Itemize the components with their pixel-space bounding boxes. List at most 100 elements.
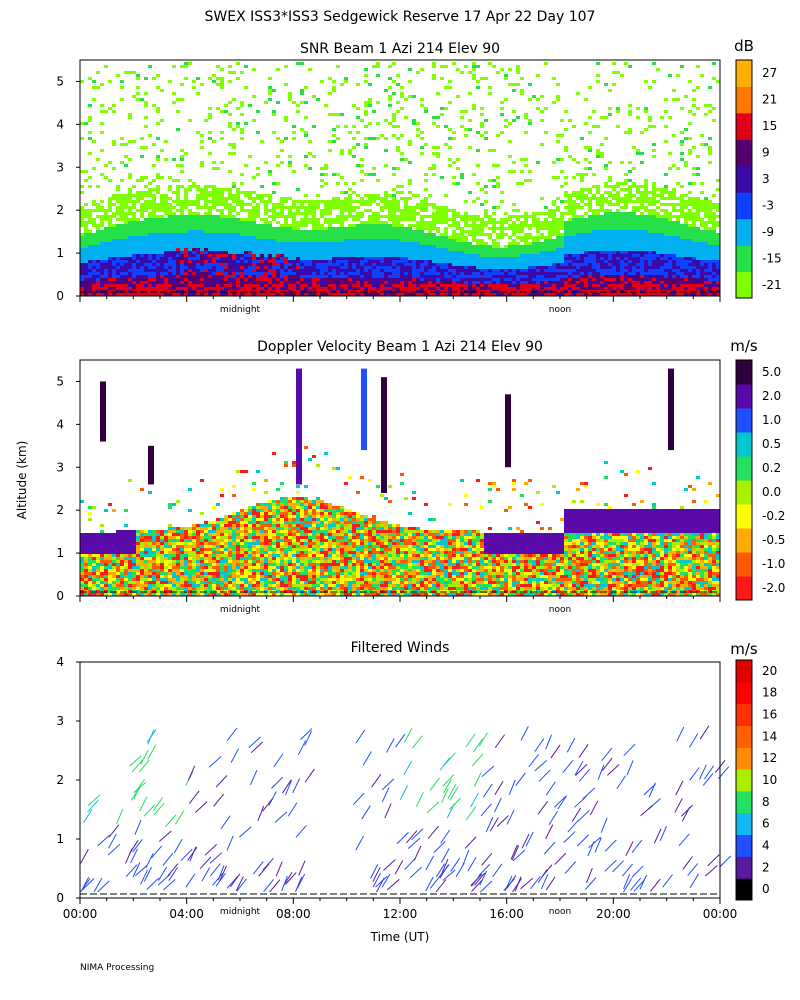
snr-cell: [512, 209, 516, 212]
snr-cell: [168, 284, 172, 287]
snr-cell: [296, 284, 300, 287]
snr-cell: [580, 257, 584, 260]
snr-cell: [552, 176, 556, 179]
snr-cell: [640, 293, 644, 296]
snr-cell: [144, 239, 148, 242]
snr-cell: [140, 269, 144, 272]
snr-cell: [468, 251, 472, 254]
snr-cell: [276, 245, 280, 248]
snr-cell: [264, 194, 268, 197]
snr-cell: [264, 260, 268, 263]
snr-cell: [300, 89, 304, 92]
snr-cell: [368, 263, 372, 266]
snr-cell: [164, 194, 168, 197]
snr-cell: [220, 83, 224, 86]
snr-cell: [624, 257, 628, 260]
snr-cell: [316, 203, 320, 206]
snr-cell: [288, 269, 292, 272]
snr-cell: [104, 209, 108, 212]
snr-cell: [324, 212, 328, 215]
snr-cell: [260, 272, 264, 275]
snr-cell: [220, 80, 224, 83]
snr-cell: [460, 176, 464, 179]
snr-cell: [480, 239, 484, 242]
snr-cell: [624, 275, 628, 278]
snr-cell: [492, 266, 496, 269]
snr-cell: [472, 65, 476, 68]
snr-cell: [484, 287, 488, 290]
snr-cell: [452, 233, 456, 236]
snr-cell: [516, 287, 520, 290]
snr-cell: [412, 215, 416, 218]
snr-cell: [636, 224, 640, 227]
snr-cell: [456, 266, 460, 269]
snr-cell: [344, 257, 348, 260]
snr-cell: [260, 284, 264, 287]
snr-cell: [144, 77, 148, 80]
snr-cell: [160, 257, 164, 260]
snr-cell: [376, 239, 380, 242]
snr-cell: [360, 287, 364, 290]
snr-cell: [240, 230, 244, 233]
snr-cell: [308, 68, 312, 71]
snr-cell: [628, 218, 632, 221]
snr-cell: [532, 224, 536, 227]
snr-cell: [336, 227, 340, 230]
snr-cell: [356, 236, 360, 239]
snr-cell: [132, 251, 136, 254]
snr-cell: [352, 260, 356, 263]
snr-cell: [304, 215, 308, 218]
snr-cell: [420, 281, 424, 284]
snr-cell: [588, 230, 592, 233]
snr-cell: [468, 293, 472, 296]
snr-cell: [484, 275, 488, 278]
snr-cell: [132, 230, 136, 233]
snr-cell: [628, 188, 632, 191]
snr-cell: [264, 284, 268, 287]
snr-cell: [556, 239, 560, 242]
snr-cell: [332, 89, 336, 92]
snr-cell: [392, 206, 396, 209]
snr-cell: [604, 116, 608, 119]
snr-cell: [236, 260, 240, 263]
snr-cell: [264, 212, 268, 215]
snr-cell: [392, 212, 396, 215]
snr-cell: [104, 230, 108, 233]
snr-cell: [216, 83, 220, 86]
snr-cell: [624, 287, 628, 290]
snr-cell: [340, 152, 344, 155]
snr-cell: [368, 209, 372, 212]
snr-cell: [600, 269, 604, 272]
snr-cell: [328, 260, 332, 263]
snr-cell: [396, 278, 400, 281]
snr-cell: [624, 173, 628, 176]
snr-cell: [200, 188, 204, 191]
snr-cell: [576, 206, 580, 209]
snr-cell: [196, 92, 200, 95]
snr-cell: [392, 203, 396, 206]
snr-cell: [92, 80, 96, 83]
snr-cell: [524, 257, 528, 260]
snr-cell: [204, 254, 208, 257]
snr-cell: [564, 272, 568, 275]
snr-cell: [584, 146, 588, 149]
snr-cell: [424, 209, 428, 212]
snr-cell: [336, 263, 340, 266]
snr-cell: [272, 257, 276, 260]
snr-cell: [616, 215, 620, 218]
snr-cell: [184, 236, 188, 239]
snr-cell: [108, 224, 112, 227]
snr-cell: [464, 275, 468, 278]
snr-cell: [620, 245, 624, 248]
snr-cell: [328, 233, 332, 236]
snr-cell: [300, 221, 304, 224]
snr-cell: [504, 125, 508, 128]
snr-cell: [188, 245, 192, 248]
snr-cell: [140, 155, 144, 158]
snr-cell: [384, 284, 388, 287]
snr-cell: [292, 200, 296, 203]
snr-cell: [100, 104, 104, 107]
snr-cell: [252, 263, 256, 266]
snr-cell: [244, 251, 248, 254]
snr-cell: [432, 272, 436, 275]
